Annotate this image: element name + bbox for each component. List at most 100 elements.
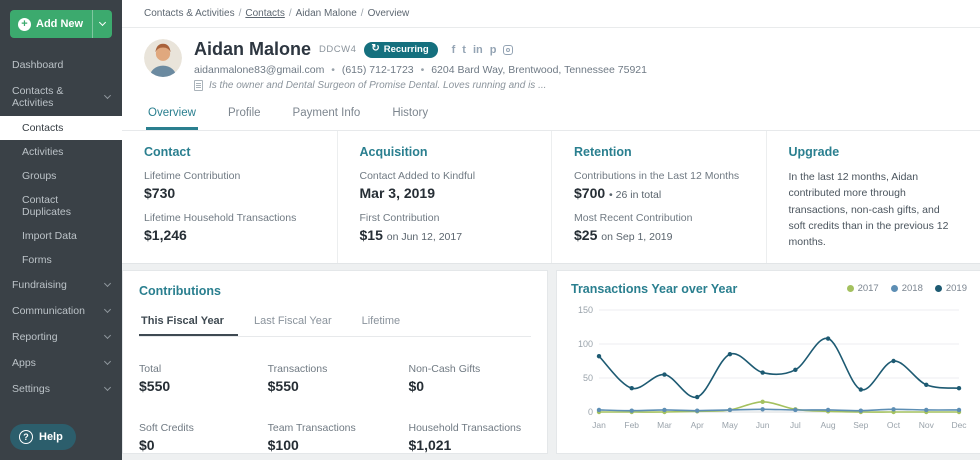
stat-non-cash-gifts: Non-Cash Gifts $0 (409, 352, 532, 394)
stat-value: $700 • 26 in total (574, 185, 750, 201)
tab-last-fiscal-year[interactable]: Last Fiscal Year (253, 315, 332, 327)
stat-label: Most Recent Contribution (574, 212, 693, 224)
svg-text:100: 100 (578, 339, 593, 349)
question-icon: ? (19, 430, 33, 444)
stat-total: Total $550 (139, 352, 268, 394)
chevron-down-icon (103, 279, 112, 288)
contributions-tabs: This Fiscal Year Last Fiscal Year Lifeti… (139, 308, 531, 337)
stat-value: $550 (267, 378, 299, 394)
sidebar-item-contacts[interactable]: Contacts (0, 116, 122, 140)
tab-lifetime[interactable]: Lifetime (361, 315, 401, 327)
acquisition-card: Acquisition Contact Added to Kindful Mar… (336, 131, 552, 263)
breadcrumb-contacts-and-activities[interactable]: Contacts & Activities (144, 8, 235, 19)
name-row: Aidan Malone DDCW4 ↻ Recurring f t in p (194, 39, 647, 60)
stat-value: $100 (267, 437, 299, 453)
svg-text:Aug: Aug (821, 420, 836, 430)
sidebar-item-forms[interactable]: Forms (0, 248, 122, 272)
sidebar-item-communication[interactable]: Communication (0, 298, 122, 324)
contributions-title: Contributions (139, 284, 221, 298)
svg-text:Dec: Dec (951, 420, 967, 430)
tab-profile[interactable]: Profile (227, 107, 261, 119)
sidebar-item-label: Contact Duplicates (22, 194, 72, 218)
sidebar-item-activities[interactable]: Activities (0, 140, 122, 164)
add-new-dropdown[interactable] (92, 10, 112, 38)
legend-2019: 2019 (934, 283, 967, 294)
svg-text:May: May (722, 420, 739, 430)
breadcrumb: Contacts & Activities / Contacts / Aidan… (122, 0, 980, 28)
svg-text:Jan: Jan (592, 420, 606, 430)
retention-card: Retention Contributions in the Last 12 M… (551, 131, 766, 263)
chevron-down-icon (103, 331, 112, 340)
breadcrumb-contacts[interactable]: Contacts (245, 8, 285, 19)
chevron-down-icon (98, 18, 107, 27)
stat-label: Transactions (267, 363, 328, 375)
tab-this-fiscal-year[interactable]: This Fiscal Year (139, 308, 238, 336)
svg-text:Jun: Jun (756, 420, 770, 430)
card-title: Retention (574, 145, 632, 159)
sidebar-item-contact-duplicates[interactable]: Contact Duplicates (0, 188, 122, 224)
chevron-down-icon (103, 383, 112, 392)
sidebar-item-fundraising[interactable]: Fundraising (0, 272, 122, 298)
contributions-card: Contributions This Fiscal Year Last Fisc… (122, 270, 548, 454)
legend-label: 2019 (945, 283, 967, 294)
sidebar-item-reporting[interactable]: Reporting (0, 324, 122, 350)
stat-label: Non-Cash Gifts (408, 363, 481, 375)
stat-value: $730 (144, 185, 176, 201)
sidebar-item-dashboard[interactable]: Dashboard (0, 52, 122, 78)
sidebar-item-label: Groups (22, 170, 57, 182)
svg-text:Nov: Nov (919, 420, 935, 430)
sidebar-item-import-data[interactable]: Import Data (0, 224, 122, 248)
upgrade-text: In the last 12 months, Aidan contributed… (788, 171, 949, 249)
sidebar-item-contacts-activities[interactable]: Contacts & Activities (0, 78, 122, 116)
recurring-badge[interactable]: ↻ Recurring (364, 41, 438, 58)
stat-value: $1,021 (408, 437, 452, 453)
contact-details: aidanmalone83@gmail.com • (615) 712-1723… (194, 64, 647, 76)
dot-separator: • (331, 64, 335, 76)
yoy-line-chart: 0 50 100 150 Jan Feb Mar Apr May Jun Jul Aug Sep Oct N… (578, 305, 967, 430)
contact-code: DDCW4 (319, 44, 357, 55)
contact-email[interactable]: aidanmalone83@gmail.com (194, 64, 325, 76)
sidebar-item-groups[interactable]: Groups (0, 164, 122, 188)
tab-payment-info[interactable]: Payment Info (292, 107, 361, 119)
help-label: Help (39, 431, 63, 443)
stat-label: Total (139, 363, 162, 375)
profile-header: Aidan Malone DDCW4 ↻ Recurring f t in p (122, 28, 980, 98)
svg-text:0: 0 (588, 407, 593, 417)
sidebar-item-label: Settings (12, 383, 50, 395)
stat-value: $25 on Sep 1, 2019 (574, 227, 750, 243)
help-button[interactable]: ? Help (10, 424, 76, 450)
stat-suffix: • 26 in total (609, 189, 662, 201)
tab-history[interactable]: History (392, 107, 429, 119)
legend-label: 2018 (901, 283, 923, 294)
pinterest-icon[interactable]: p (489, 43, 497, 56)
stat-value: $550 (139, 378, 171, 394)
linkedin-icon[interactable]: in (472, 43, 483, 56)
instagram-icon[interactable] (503, 44, 514, 55)
tab-overview[interactable]: Overview (146, 98, 198, 130)
stat-label: Soft Credits (139, 422, 194, 434)
chevron-down-icon (103, 357, 112, 366)
stat-amount: $700 (574, 185, 606, 201)
sidebar-item-label: Fundraising (12, 279, 67, 291)
stat-label: First Contribution (359, 212, 440, 224)
profile-info: Aidan Malone DDCW4 ↻ Recurring f t in p (194, 39, 647, 98)
avatar[interactable] (144, 39, 182, 77)
add-new-button[interactable]: + Add New (10, 10, 112, 38)
svg-text:Mar: Mar (657, 420, 672, 430)
sidebar-item-settings[interactable]: Settings (0, 376, 122, 402)
card-title: Acquisition (359, 145, 428, 159)
stat-value: $0 (408, 378, 425, 394)
breadcrumb-contact-name[interactable]: Aidan Malone (295, 8, 357, 19)
twitter-icon[interactable]: t (462, 43, 466, 56)
plus-icon: + (18, 17, 31, 31)
contact-note: Is the owner and Dental Surgeon of Promi… (194, 80, 647, 91)
card-title: Upgrade (788, 145, 840, 159)
note-icon (194, 80, 203, 91)
stat-soft-credits: Soft Credits $0 (139, 411, 268, 453)
legend-label: 2017 (857, 283, 879, 294)
sidebar-item-label: Reporting (12, 331, 58, 343)
facebook-icon[interactable]: f (451, 43, 456, 56)
stat-value: Mar 3, 2019 (359, 185, 436, 201)
sidebar-item-apps[interactable]: Apps (0, 350, 122, 376)
stat-value: $15 on Jun 12, 2017 (360, 227, 536, 243)
